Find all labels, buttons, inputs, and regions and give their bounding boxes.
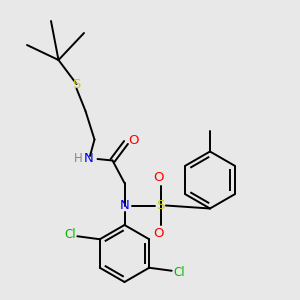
Text: O: O: [128, 134, 139, 148]
Text: N: N: [84, 152, 94, 166]
Text: O: O: [154, 227, 164, 240]
Text: H: H: [74, 152, 82, 166]
Text: Cl: Cl: [173, 266, 185, 279]
Text: S: S: [156, 199, 165, 212]
Text: N: N: [120, 199, 129, 212]
Text: S: S: [72, 77, 81, 91]
Text: Cl: Cl: [64, 228, 76, 241]
Text: O: O: [154, 171, 164, 184]
